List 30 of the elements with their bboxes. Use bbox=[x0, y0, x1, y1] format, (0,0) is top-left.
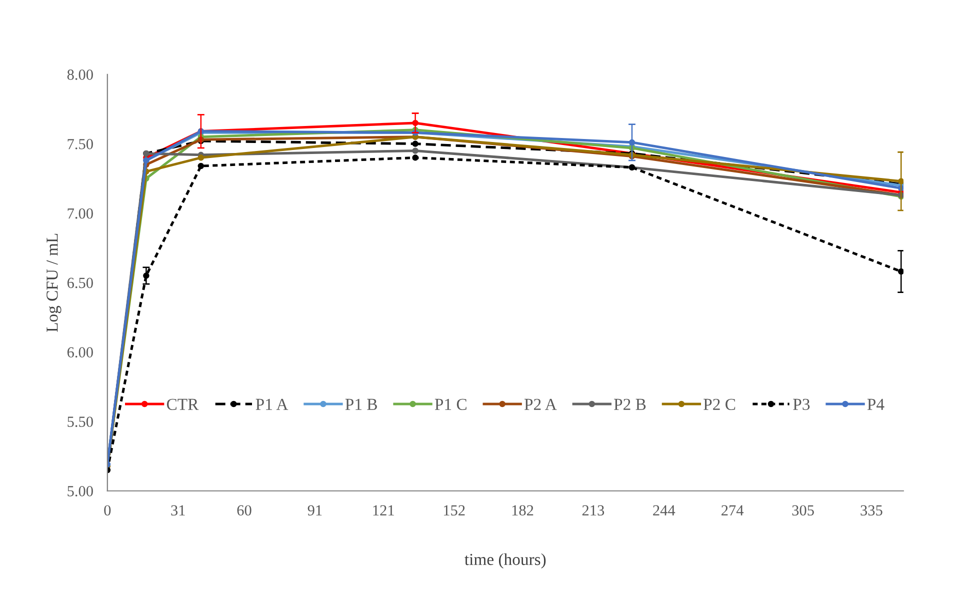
legend-label: P2 C bbox=[704, 398, 736, 410]
y-tick-label: 7.00 bbox=[68, 208, 93, 219]
x-tick-label: 182 bbox=[512, 505, 534, 516]
y-tick-label: 8.00 bbox=[67, 70, 93, 80]
legend-label: P3 bbox=[793, 398, 810, 410]
legend-label: CTR bbox=[166, 398, 199, 410]
legend-label: P2 A bbox=[524, 398, 557, 410]
x-tick-label: 91 bbox=[308, 505, 322, 516]
legend-label: P1 A bbox=[256, 398, 288, 410]
x-tick-label: 152 bbox=[444, 505, 465, 516]
x-tick-label: 274 bbox=[722, 505, 744, 516]
legend-label: P1 B bbox=[345, 398, 377, 410]
x-tick-label: 60 bbox=[237, 505, 252, 516]
y-tick-label: 5.00 bbox=[68, 486, 93, 496]
x-tick-label: 305 bbox=[792, 505, 814, 516]
y-tick-label: 5.50 bbox=[68, 416, 93, 427]
y-axis-title: Log CFU / mL bbox=[46, 234, 62, 332]
legend-label: P2 B bbox=[614, 398, 646, 410]
y-tick-label: 6.00 bbox=[67, 347, 93, 358]
legend-label: P4 bbox=[867, 398, 884, 410]
x-tick-label: 244 bbox=[653, 505, 676, 516]
x-tick-label: 213 bbox=[582, 505, 604, 516]
x-axis-title: time (hours) bbox=[464, 553, 546, 568]
legend-label: P1 C bbox=[434, 398, 466, 410]
x-tick-label: 31 bbox=[171, 505, 185, 516]
x-tick-label: 121 bbox=[373, 505, 394, 516]
y-tick-label: 6.50 bbox=[67, 278, 93, 288]
x-tick-label: 0 bbox=[104, 505, 111, 516]
y-tick-label: 7.50 bbox=[68, 138, 93, 150]
x-tick-label: 335 bbox=[860, 505, 882, 516]
